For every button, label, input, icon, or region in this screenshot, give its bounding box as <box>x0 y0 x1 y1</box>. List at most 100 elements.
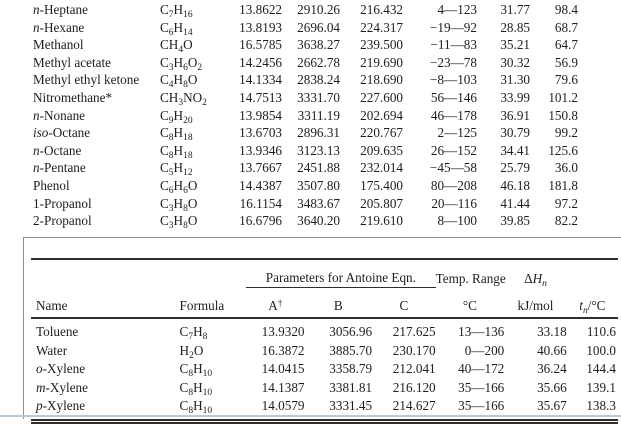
enthalpy-value: 36.91 <box>500 107 530 123</box>
table-row: Phenol C6H6O 14.4387 3507.80 175.400 80—208 46… <box>33 177 578 196</box>
temp-range-value: 56—146 <box>430 89 477 105</box>
compound-formula: C8H10 <box>179 379 213 398</box>
antoine-b-value: 3483.67 <box>297 195 340 211</box>
antoine-a-value: 14.0579 <box>261 398 305 414</box>
compound-formula: C9H20 <box>160 107 193 126</box>
antoine-b-value: 3331.45 <box>329 398 373 414</box>
antoine-b-value: 2696.04 <box>297 19 340 35</box>
compound-formula: CH4O <box>160 37 193 56</box>
temp-range-header: Temp. Range <box>435 270 506 286</box>
antoine-a-value: 14.0415 <box>261 361 305 377</box>
compound-formula: C5H12 <box>160 160 193 179</box>
boiling-point-value: 139.1 <box>586 379 616 395</box>
table-row: o-Xylene C8H10 14.0415 3358.79 212.041 40—172… <box>31 360 618 379</box>
normal-bp-header: tn/°C <box>566 287 618 319</box>
boiling-point-value: 82.2 <box>554 213 578 229</box>
temp-range-value: −11—83 <box>430 37 477 53</box>
antoine-c-value: 224.317 <box>360 19 403 35</box>
a-column-header: A† <box>246 287 305 319</box>
enthalpy-value: 33.18 <box>537 324 567 339</box>
temp-range-value: 80—208 <box>430 177 477 193</box>
table-row: n-Hexane C6H14 13.8193 2696.04 224.317 −19—92… <box>33 19 578 38</box>
antoine-c-value: 212.041 <box>392 361 436 377</box>
compound-name: n-Nonane <box>33 107 86 123</box>
enthalpy-value: 40.66 <box>537 342 567 358</box>
table-row: m-Xylene C8H10 14.1387 3381.81 216.120 35—166… <box>31 379 618 398</box>
antoine-c-value: 202.694 <box>360 107 403 123</box>
formula-column-header: Formula <box>179 287 247 319</box>
c-column-header: C <box>372 287 436 319</box>
compound-formula: CH3NO2 <box>160 89 207 108</box>
antoine-c-value: 217.625 <box>392 324 436 339</box>
antoine-b-value: 3358.79 <box>329 361 373 377</box>
temp-range-value: 4—123 <box>437 2 477 17</box>
table-row: Nitromethane* CH3NO2 14.7513 3331.70 227.600… <box>33 89 578 108</box>
antoine-b-value: 3331.70 <box>297 89 340 105</box>
compound-name: Methyl ethyl ketone <box>33 72 140 88</box>
boiling-point-value: 125.6 <box>548 142 578 158</box>
temp-range-value: 40—172 <box>458 361 505 377</box>
antoine-a-value: 13.9346 <box>239 142 282 158</box>
enthalpy-letter: H <box>532 270 543 286</box>
antoine-a-value: 13.8622 <box>239 2 282 17</box>
table-row: Water H2O 16.3872 3885.70 230.170 0—200 40.66 1… <box>31 342 618 361</box>
antoine-a-value: 14.1387 <box>261 379 305 395</box>
header-empty <box>567 259 618 288</box>
compound-formula: C3H8O <box>160 195 198 214</box>
compound-formula: C8H18 <box>160 142 193 161</box>
compound-name: m-Xylene <box>36 379 89 395</box>
name-column-header: Name <box>31 287 180 319</box>
compound-name: Nitromethane* <box>33 89 113 105</box>
table-row: p-Xylene C8H10 14.0579 3331.45 214.627 35—166… <box>31 397 618 421</box>
enthalpy-value: 30.79 <box>500 125 530 141</box>
compound-name: Toluene <box>36 324 79 339</box>
table-row: n-Pentane C5H12 13.7667 2451.88 232.014 −45—5… <box>33 159 578 179</box>
temp-range-value: 20—116 <box>431 195 477 211</box>
temp-range-value: 13—136 <box>458 324 505 339</box>
antoine-a-value: 16.1154 <box>239 195 282 211</box>
a-label: A <box>268 298 278 313</box>
antoine-a-value: 14.7513 <box>239 89 282 105</box>
boiling-point-value: 99.2 <box>554 125 578 141</box>
antoine-b-value: 3507.80 <box>297 177 340 193</box>
compound-formula: C7H8 <box>179 324 208 342</box>
table-row: n-Nonane C9H20 13.9854 3311.19 202.694 46—178… <box>33 107 578 126</box>
tn-letter: t <box>579 298 583 313</box>
antoine-c-value: 219.610 <box>360 213 403 229</box>
compound-formula: C4H8O <box>160 72 198 91</box>
boiling-point-value: 100.0 <box>586 342 616 358</box>
antoine-c-value: 205.807 <box>360 195 403 211</box>
boiling-point-value: 181.8 <box>548 177 578 193</box>
enthalpy-value: 31.77 <box>500 2 530 17</box>
compound-formula: H2O <box>179 342 204 361</box>
enthalpy-value: 30.32 <box>500 54 530 70</box>
bottom-separator-line <box>0 415 621 417</box>
antoine-c-value: 175.400 <box>360 177 403 193</box>
antoine-a-value: 13.7667 <box>239 160 282 176</box>
table-row: Methyl ethyl ketone C4H8O 14.1334 2838.24 21… <box>33 71 578 91</box>
header-row-columns: Name Formula A† B C °C kJ/mol tn/°C <box>31 287 618 319</box>
compound-name: Methanol <box>33 37 84 53</box>
bottom-table-header: Parameters for Antoine Eqn. Temp. Range … <box>31 259 618 319</box>
boiling-point-value: 101.2 <box>548 89 578 105</box>
temp-range-value: 35—166 <box>458 398 505 414</box>
compound-formula: C8H10 <box>179 361 213 380</box>
compound-name: p-Xylene <box>36 398 86 414</box>
tn-unit: /°C <box>587 298 606 313</box>
antoine-a-value: 14.2456 <box>239 54 282 70</box>
temp-range-value: −19—92 <box>430 19 477 35</box>
antoine-c-value: 227.600 <box>360 89 403 105</box>
antoine-c-value: 230.170 <box>392 342 436 358</box>
antoine-b-value: 2451.88 <box>297 160 340 176</box>
antoine-a-value: 16.3872 <box>261 342 305 358</box>
antoine-a-value: 16.6796 <box>239 213 282 229</box>
antoine-b-value: 3638.27 <box>297 37 340 53</box>
boiling-point-value: 98.4 <box>554 2 578 17</box>
boiling-point-value: 79.6 <box>554 72 578 88</box>
boiling-point-value: 110.6 <box>586 324 616 339</box>
antoine-c-value: 216.120 <box>392 379 436 395</box>
boiling-point-value: 56.9 <box>554 54 578 70</box>
temp-range-value: 8—100 <box>437 213 477 229</box>
antoine-c-value: 209.635 <box>360 142 403 158</box>
boiling-point-value: 97.2 <box>554 195 578 211</box>
